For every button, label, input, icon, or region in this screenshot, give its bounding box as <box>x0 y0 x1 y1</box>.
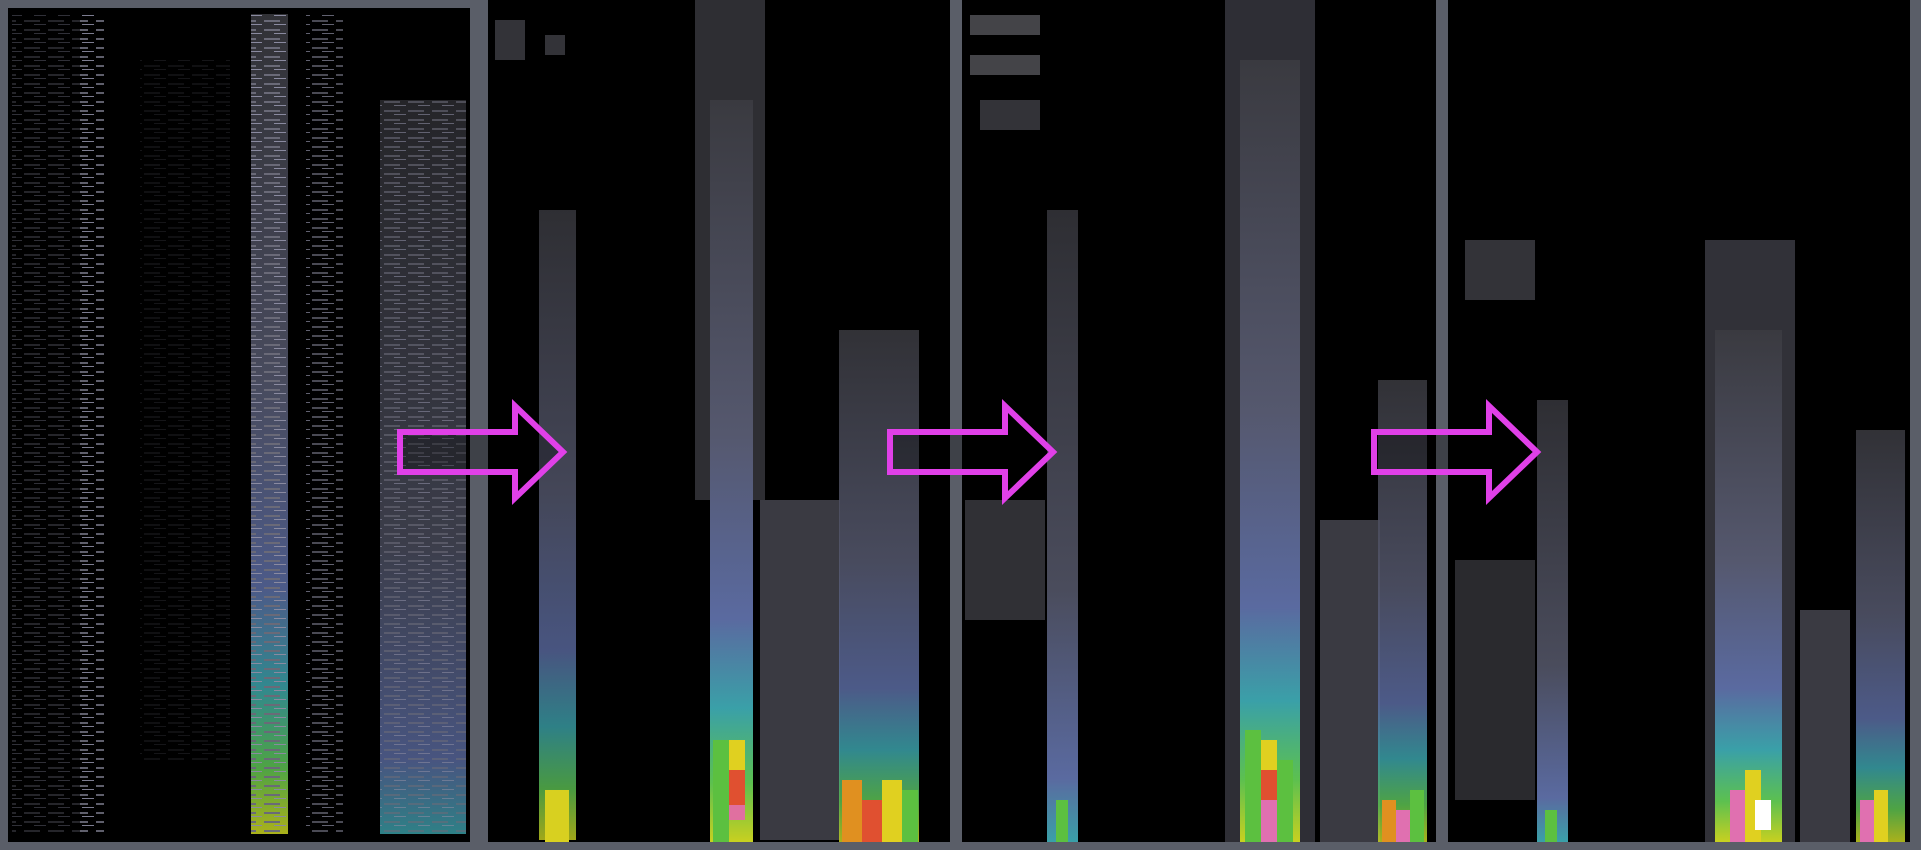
heat-column <box>1715 330 1782 842</box>
heat-column <box>1320 520 1380 842</box>
arrow <box>397 398 568 506</box>
heat-cell <box>1056 800 1068 842</box>
streak-column <box>12 14 82 834</box>
heat-cell <box>1261 770 1277 800</box>
heat-column <box>1378 380 1427 842</box>
heat-column <box>1047 210 1078 842</box>
arrow <box>1371 398 1542 506</box>
streak-column <box>80 14 104 834</box>
cell <box>965 500 1045 620</box>
heat-cell <box>1410 790 1424 842</box>
heat-cell <box>713 740 729 842</box>
heat-cell <box>842 780 862 842</box>
heat-cell <box>1755 800 1771 830</box>
cell <box>495 20 525 60</box>
heat-column <box>1537 400 1568 842</box>
heat-cell <box>1730 790 1745 842</box>
heat-cell <box>902 790 918 842</box>
heat-cell <box>545 790 569 842</box>
panel-divider <box>478 0 488 850</box>
panel-frame <box>0 0 478 850</box>
heat-cell <box>1261 740 1277 770</box>
panel-divider <box>950 0 962 850</box>
heat-column <box>760 500 840 840</box>
panel-divider <box>1436 0 1448 850</box>
heat-cell <box>1860 800 1874 842</box>
heat-column <box>539 210 576 840</box>
heat-cell <box>1261 800 1277 842</box>
heat-cell <box>882 780 902 842</box>
streak-overlay <box>380 100 466 834</box>
cell <box>1465 240 1535 300</box>
heat-column <box>1800 610 1850 842</box>
heat-cell <box>729 770 745 805</box>
streak-column <box>306 14 343 834</box>
heat-cell <box>1277 760 1293 842</box>
panel-bottom <box>478 842 1921 850</box>
heat-column <box>710 100 753 842</box>
heat-cell <box>1245 730 1261 842</box>
heat-column <box>1856 430 1905 842</box>
cell <box>980 100 1040 130</box>
heat-cell <box>1545 810 1557 842</box>
heat-cell <box>729 740 745 770</box>
arrow <box>887 398 1058 506</box>
heat-cell <box>1874 790 1888 842</box>
streak-column <box>140 60 230 760</box>
cell <box>970 55 1040 75</box>
panel-divider <box>1910 0 1921 850</box>
heat-cell <box>862 800 882 842</box>
cell <box>970 15 1040 35</box>
cell <box>1455 560 1535 800</box>
heat-column <box>1240 60 1300 842</box>
cell <box>545 35 565 55</box>
heat-cell <box>1396 810 1410 842</box>
heat-cell <box>729 805 745 820</box>
streak-overlay <box>251 14 288 834</box>
heat-column <box>839 330 919 842</box>
heat-cell <box>1382 800 1396 842</box>
